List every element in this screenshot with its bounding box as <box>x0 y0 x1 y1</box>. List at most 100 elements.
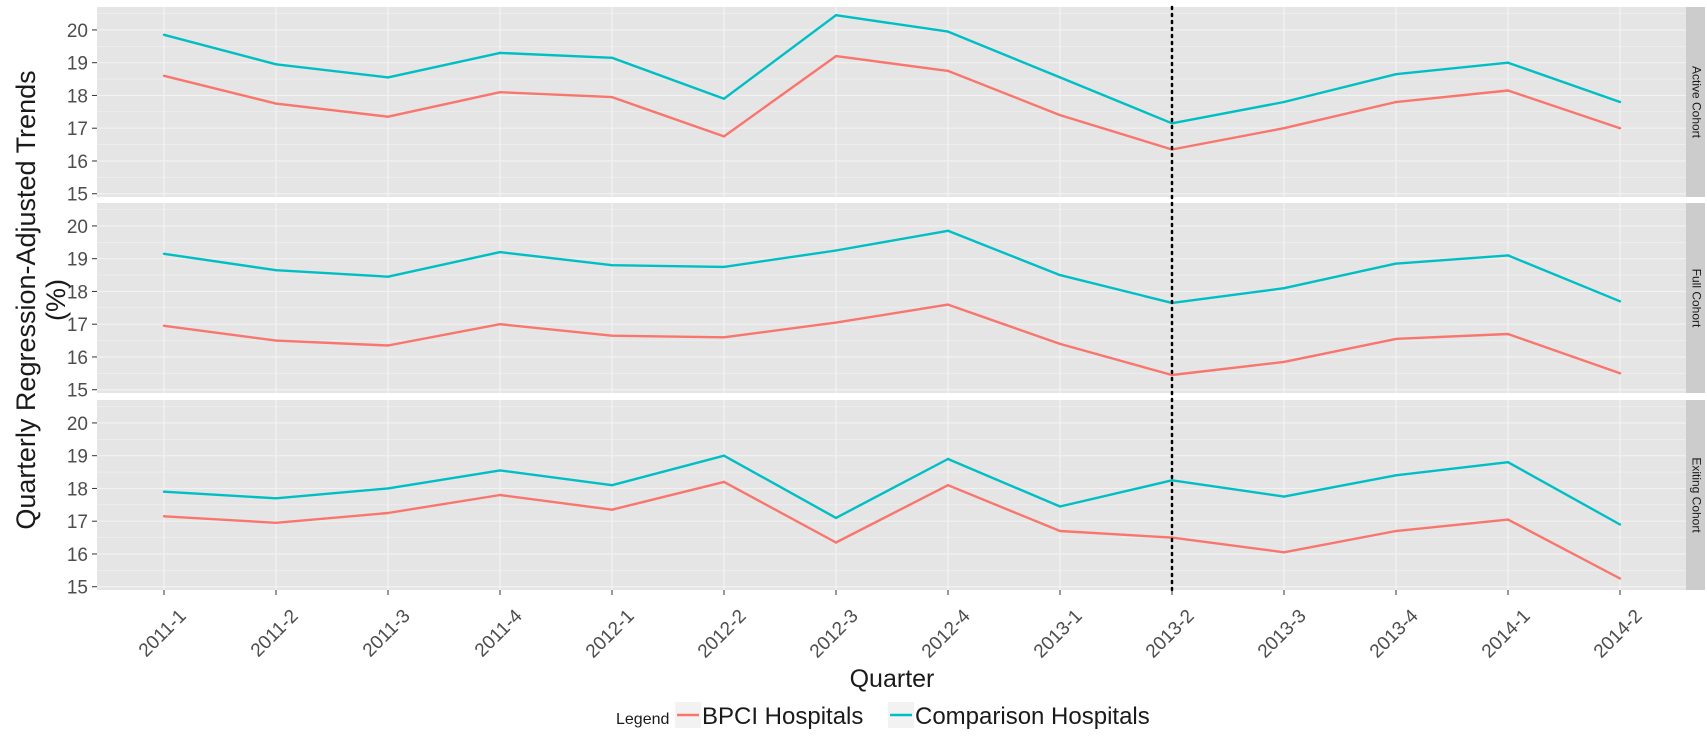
facet-strip-label: Active Cohort <box>1689 66 1703 139</box>
data-point <box>834 541 838 544</box>
data-point <box>1058 505 1062 508</box>
legend: Legend BPCI Hospitals Comparison Hospitals <box>616 702 1150 730</box>
data-point <box>834 13 838 17</box>
data-point <box>1506 89 1510 92</box>
data-point <box>1506 332 1510 336</box>
data-point <box>1394 100 1398 104</box>
data-point <box>1282 551 1286 554</box>
data-point <box>722 97 726 100</box>
y-tick-label: 17 <box>67 512 88 533</box>
data-point <box>1282 495 1286 498</box>
y-tick-label: 15 <box>67 578 88 599</box>
legend-label: Comparison Hospitals <box>915 703 1150 730</box>
data-point <box>946 303 950 306</box>
data-point <box>946 457 950 461</box>
y-tick-label: 15 <box>67 381 88 402</box>
x-tick-label: 2013-1 <box>1030 606 1087 663</box>
data-point <box>274 497 278 500</box>
facet-strip-label: Full Cohort <box>1689 269 1703 328</box>
data-point <box>1170 479 1174 482</box>
data-point <box>498 493 502 497</box>
panel-background <box>97 7 1686 197</box>
x-axis-title: Quarter <box>850 665 935 693</box>
data-point <box>162 33 166 37</box>
data-point <box>722 135 726 138</box>
x-tick-label: 2014-2 <box>1590 606 1647 663</box>
data-point <box>1394 72 1398 76</box>
data-point <box>1394 474 1398 477</box>
panel-background <box>97 203 1686 393</box>
y-tick-label: 17 <box>67 119 88 140</box>
data-point <box>946 229 950 233</box>
x-tick-label: 2011-1 <box>135 606 191 662</box>
data-point <box>498 90 502 94</box>
data-point <box>946 30 950 33</box>
data-point <box>386 487 390 490</box>
x-tick-label: 2013-2 <box>1142 606 1199 663</box>
series-line-comparison <box>163 454 1621 526</box>
data-point <box>274 268 278 272</box>
facet-strip <box>1686 203 1705 393</box>
data-point <box>1618 300 1622 303</box>
data-point <box>386 344 390 347</box>
y-tick-label: 20 <box>67 21 88 42</box>
data-point <box>274 521 278 525</box>
data-point <box>1506 461 1510 464</box>
data-point <box>162 252 166 255</box>
data-point <box>1058 273 1062 277</box>
data-point <box>162 515 166 518</box>
data-point <box>1618 100 1622 104</box>
data-point <box>1282 286 1286 290</box>
x-tick-label: 2014-1 <box>1478 606 1535 663</box>
data-point <box>834 321 838 324</box>
data-point <box>1170 373 1174 377</box>
y-tick-label: 19 <box>67 447 88 468</box>
data-point <box>946 483 950 487</box>
data-point <box>1058 76 1062 79</box>
data-point <box>386 511 390 515</box>
y-tick-label: 20 <box>67 414 88 435</box>
series-line-bpci <box>163 303 1621 377</box>
facet-strip <box>1686 400 1705 590</box>
x-tick-label: 2011-2 <box>247 606 303 662</box>
series-line-comparison <box>163 13 1621 125</box>
data-point <box>834 516 838 520</box>
y-tick-label: 19 <box>67 54 88 75</box>
y-axis-title: Quarterly Regression-Adjusted Trends(%) <box>11 70 71 529</box>
data-point <box>946 69 950 73</box>
data-point <box>722 480 726 484</box>
data-point <box>1618 523 1622 526</box>
data-point <box>498 469 502 472</box>
y-tick-label: 18 <box>67 479 88 500</box>
series-line-bpci <box>163 54 1621 151</box>
data-point <box>610 334 614 337</box>
y-tick-label: 20 <box>67 217 88 238</box>
data-point <box>610 56 614 59</box>
panel-background <box>97 400 1686 590</box>
facet-strip <box>1686 7 1705 197</box>
data-point <box>274 63 278 66</box>
data-point <box>386 115 390 118</box>
y-tick-label: 19 <box>67 250 88 271</box>
y-tick-label: 16 <box>67 152 88 173</box>
facet-strip-label: Exiting Cohort <box>1689 457 1703 533</box>
data-point <box>1170 122 1174 125</box>
data-point <box>1618 577 1622 580</box>
x-tick-label: 2012-2 <box>694 606 751 663</box>
y-tick-label: 16 <box>67 545 88 566</box>
data-point <box>498 250 502 254</box>
data-point <box>1282 100 1286 104</box>
data-point <box>1506 61 1510 64</box>
x-tick-label: 2012-4 <box>918 605 975 662</box>
y-tick-label: 18 <box>67 86 88 107</box>
x-tick-label: 2011-4 <box>471 605 527 661</box>
data-point <box>834 54 838 58</box>
data-point <box>610 95 614 99</box>
data-point <box>1506 518 1510 521</box>
data-point <box>610 264 614 267</box>
data-point <box>1058 113 1062 117</box>
y-tick-label: 16 <box>67 348 88 369</box>
series-line-bpci <box>163 480 1621 580</box>
